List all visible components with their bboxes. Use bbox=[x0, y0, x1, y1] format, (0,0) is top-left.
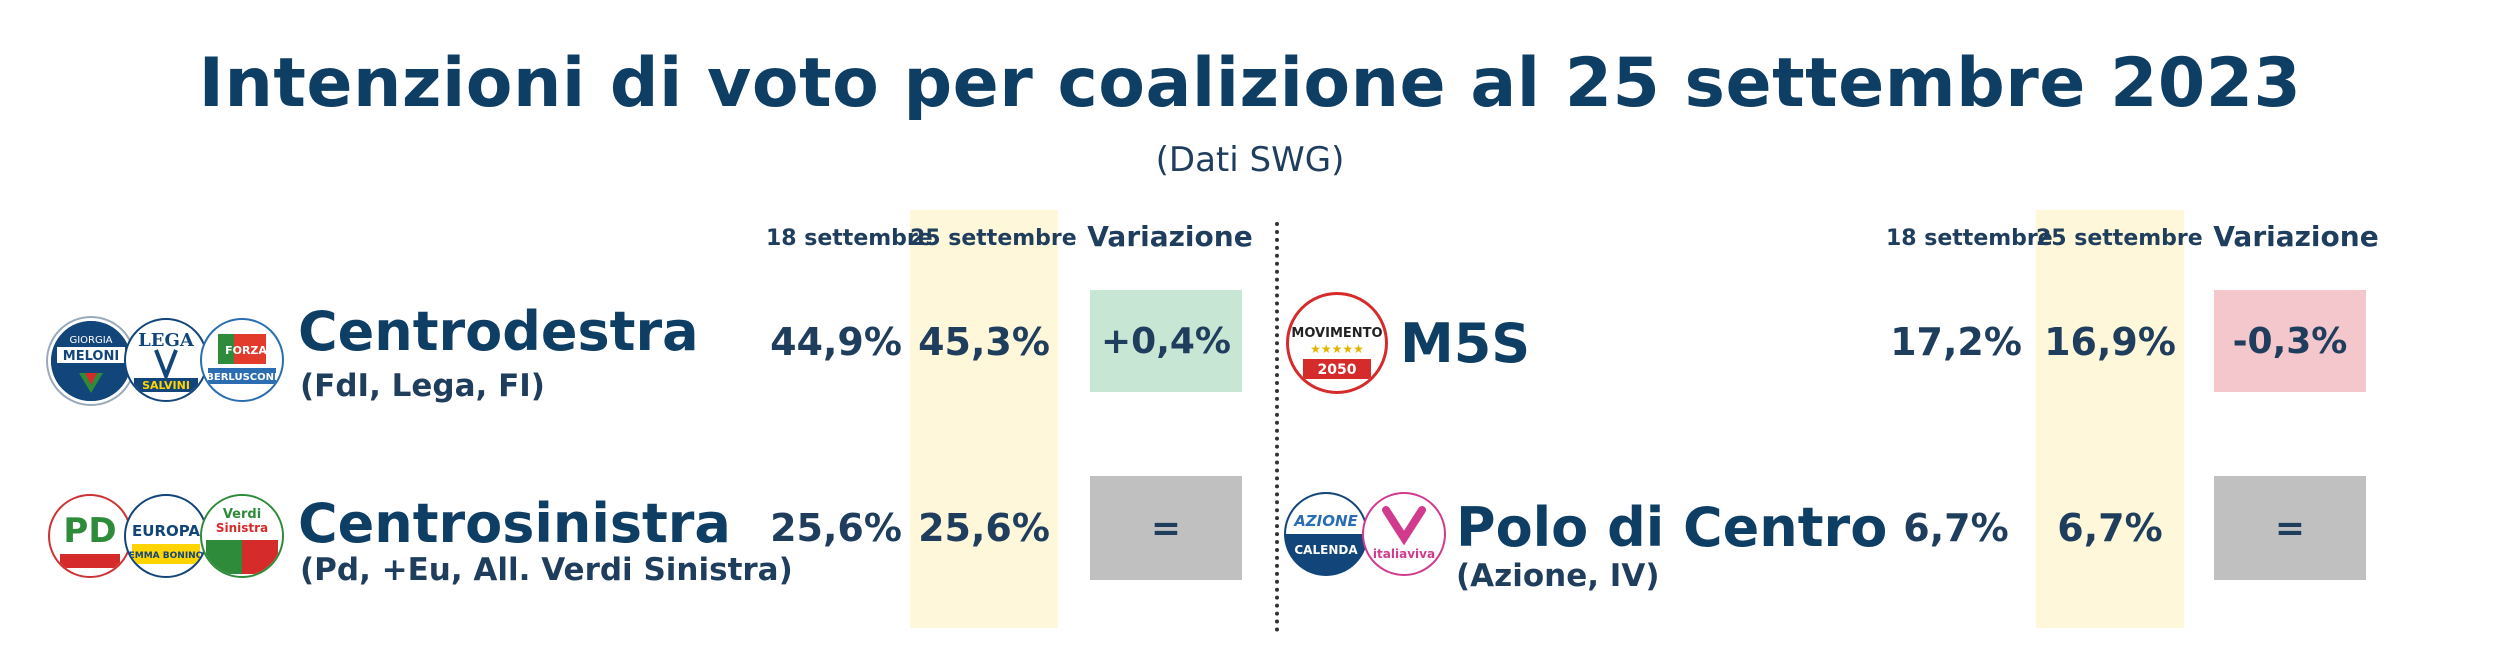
azione-logo: AZIONE CALENDA bbox=[1284, 492, 1368, 576]
svg-text:SALVINI: SALVINI bbox=[142, 379, 190, 392]
value-25-polo-di-centro: 6,7% bbox=[2057, 506, 2163, 550]
coalition-name-centrodestra: Centrodestra bbox=[298, 300, 699, 363]
svg-text:MELONI: MELONI bbox=[63, 349, 119, 364]
value-18-centrodestra: 44,9% bbox=[770, 320, 902, 364]
header-variazione-right: Variazione bbox=[2213, 220, 2379, 253]
coalition-parties-polo-di-centro: (Azione, IV) bbox=[1456, 558, 1660, 594]
piu-europa-logo: EUROPA EMMA BONINO bbox=[124, 494, 208, 578]
svg-text:2050: 2050 bbox=[1318, 362, 1357, 378]
svg-text:GIORGIA: GIORGIA bbox=[69, 335, 112, 346]
svg-text:Verdi: Verdi bbox=[223, 507, 261, 522]
value-18-polo-di-centro: 6,7% bbox=[1903, 506, 2009, 550]
header-25-settembre-left: 25 settembre bbox=[910, 226, 1077, 251]
highlight-column-right bbox=[2036, 210, 2184, 628]
forza-italia-logo: FORZA BERLUSCONI bbox=[200, 318, 284, 402]
coalition-parties-centrodestra: (FdI, Lega, FI) bbox=[300, 368, 545, 404]
svg-text:MOVIMENTO: MOVIMENTO bbox=[1291, 326, 1382, 341]
highlight-column-left bbox=[910, 210, 1058, 628]
variation-badge-m5s: -0,3% bbox=[2214, 290, 2366, 392]
svg-text:EUROPA: EUROPA bbox=[132, 522, 200, 540]
header-18-settembre-right: 18 settembre bbox=[1886, 226, 2053, 251]
movimento-5-stelle-logo: MOVIMENTO ★★★★★ 2050 bbox=[1286, 292, 1388, 394]
lega-logo: LEGA SALVINI bbox=[124, 318, 208, 402]
coalition-name-polo-di-centro: Polo di Centro bbox=[1456, 496, 1888, 559]
coalition-name-m5s: M5S bbox=[1400, 312, 1531, 375]
value-25-m5s: 16,9% bbox=[2044, 320, 2176, 364]
coalition-parties-centrosinistra: (Pd, +Eu, All. Verdi Sinistra) bbox=[300, 552, 793, 588]
alleanza-verdi-sinistra-logo: Verdi Sinistra bbox=[200, 494, 284, 578]
header-25-settembre-right: 25 settembre bbox=[2036, 226, 2203, 251]
page-subtitle: (Dati SWG) bbox=[1155, 140, 1345, 180]
value-18-m5s: 17,2% bbox=[1890, 320, 2022, 364]
partito-democratico-logo: PD bbox=[48, 494, 132, 578]
variation-badge-centrosinistra: = bbox=[1090, 476, 1242, 580]
value-25-centrosinistra: 25,6% bbox=[918, 506, 1050, 550]
svg-text:AZIONE: AZIONE bbox=[1293, 512, 1358, 530]
svg-text:EMMA BONINO: EMMA BONINO bbox=[129, 551, 204, 561]
value-18-centrosinistra: 25,6% bbox=[770, 506, 902, 550]
svg-text:FORZA: FORZA bbox=[225, 344, 267, 357]
header-18-settembre-left: 18 settembre bbox=[766, 226, 933, 251]
italia-viva-logo: italiaviva bbox=[1362, 492, 1446, 576]
svg-text:CALENDA: CALENDA bbox=[1294, 543, 1358, 557]
coalition-name-centrosinistra: Centrosinistra bbox=[298, 492, 731, 555]
column-divider bbox=[1275, 222, 1279, 632]
svg-text:Sinistra: Sinistra bbox=[216, 521, 268, 535]
header-variazione-left: Variazione bbox=[1087, 220, 1253, 253]
svg-text:PD: PD bbox=[63, 511, 116, 551]
variation-badge-polo-di-centro: = bbox=[2214, 476, 2366, 580]
svg-text:LEGA: LEGA bbox=[138, 330, 195, 351]
svg-text:italiaviva: italiaviva bbox=[1373, 547, 1435, 561]
variation-badge-centrodestra: +0,4% bbox=[1090, 290, 1242, 392]
fratelli-d-italia-logo: GIORGIA MELONI bbox=[48, 318, 134, 404]
page-title: Intenzioni di voto per coalizione al 25 … bbox=[198, 44, 2302, 123]
value-25-centrodestra: 45,3% bbox=[918, 320, 1050, 364]
svg-text:BERLUSCONI: BERLUSCONI bbox=[206, 372, 277, 383]
svg-text:★★★★★: ★★★★★ bbox=[1310, 342, 1364, 356]
